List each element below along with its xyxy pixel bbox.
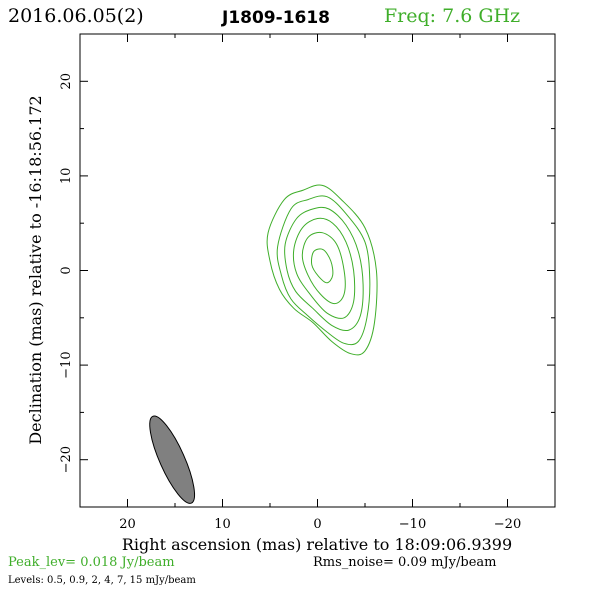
y-tick-label: 10 bbox=[59, 168, 74, 185]
contour-lines bbox=[266, 184, 378, 356]
x-axis-label: Right ascension (mas) relative to 18:09:… bbox=[122, 535, 512, 554]
contour-level-2 bbox=[276, 195, 371, 346]
contour-level-6 bbox=[310, 248, 334, 284]
rms-noise: Rms_noise= 0.09 mJy/beam bbox=[313, 555, 496, 570]
tick-marks bbox=[79, 33, 556, 508]
y-tick-label: 0 bbox=[59, 266, 74, 274]
y-axis-label: Declination (mas) relative to -16:18:56.… bbox=[26, 95, 45, 444]
x-tick-label: 0 bbox=[313, 517, 321, 532]
x-tick-label: 20 bbox=[119, 517, 136, 532]
peak-level: Peak_lev= 0.018 Jy/beam bbox=[8, 555, 175, 570]
y-tick-label: −10 bbox=[59, 351, 74, 378]
date-label: 2016.06.05(2) bbox=[8, 5, 144, 27]
source-title: J1809-1618 bbox=[221, 8, 330, 28]
contour-level-5 bbox=[301, 231, 346, 305]
contour-level-1 bbox=[266, 184, 378, 356]
contour-level-4 bbox=[292, 217, 356, 319]
y-tick-label: −20 bbox=[59, 446, 74, 473]
beam-ellipse bbox=[149, 415, 196, 504]
frequency-label: Freq: 7.6 GHz bbox=[384, 5, 520, 27]
contour-levels: Levels: 0.5, 0.9, 2, 4, 7, 15 mJy/beam bbox=[8, 575, 196, 586]
contour-level-3 bbox=[284, 206, 364, 332]
x-tick-label: −20 bbox=[494, 517, 521, 532]
x-tick-labels: 20 10 0 −10 −20 bbox=[119, 517, 521, 532]
x-tick-label: −10 bbox=[399, 517, 426, 532]
beam-ellipse-group bbox=[149, 415, 196, 504]
x-tick-label: 10 bbox=[214, 517, 231, 532]
y-tick-labels: 20 10 0 −10 −20 bbox=[59, 73, 74, 473]
y-tick-label: 20 bbox=[59, 73, 74, 90]
